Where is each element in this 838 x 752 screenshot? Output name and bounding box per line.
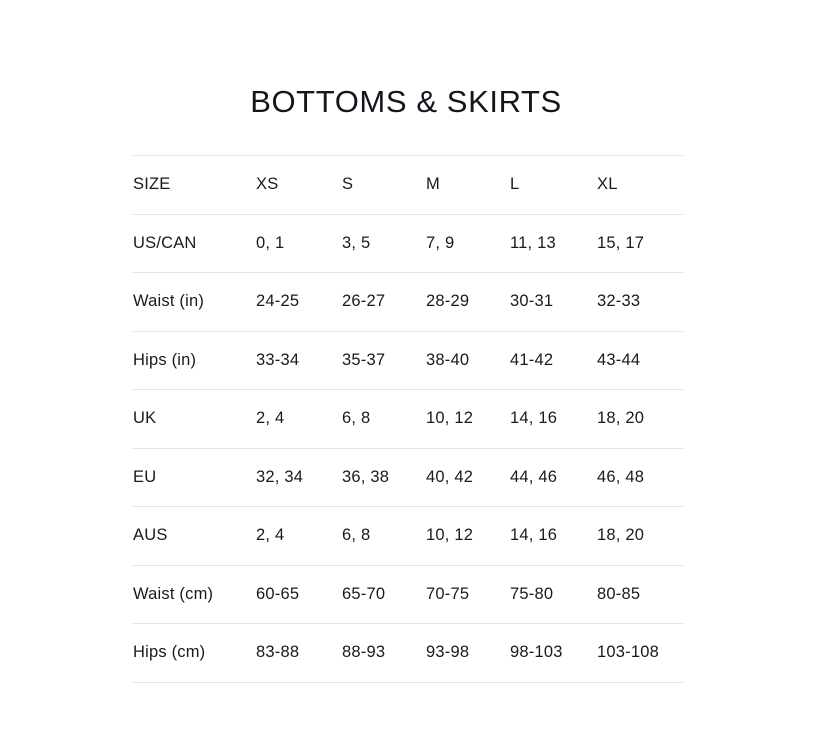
cell-m: 38-40 xyxy=(426,350,470,369)
cell-m: 40, 42 xyxy=(426,467,474,486)
table-row: AUS 2, 4 6, 8 10, 12 14, 16 18, 20 xyxy=(133,506,683,566)
row-label: EU xyxy=(133,467,157,486)
cell-xs: 33-34 xyxy=(256,350,300,369)
column-header-xs: XS xyxy=(256,175,279,194)
cell-l: 98-103 xyxy=(510,643,563,662)
cell-l: 14, 16 xyxy=(510,409,558,428)
cell-xs: 83-88 xyxy=(256,643,300,662)
cell-m: 70-75 xyxy=(426,584,470,603)
table-row: Waist (cm) 60-65 65-70 70-75 75-80 80-85 xyxy=(133,565,683,624)
cell-xl: 18, 20 xyxy=(597,526,645,545)
cell-l: 30-31 xyxy=(510,292,554,311)
table-row: EU 32, 34 36, 38 40, 42 44, 46 46, 48 xyxy=(133,448,683,507)
cell-xs: 2, 4 xyxy=(256,526,285,545)
cell-l: 75-80 xyxy=(510,584,554,603)
cell-s: 6, 8 xyxy=(342,526,371,545)
table-body: US/CAN 0, 1 3, 5 7, 9 11, 13 15, 17 Wais… xyxy=(133,214,683,682)
cell-xl: 46, 48 xyxy=(597,467,645,486)
table-header: SIZE XS S M L XL xyxy=(133,155,683,215)
cell-m: 10, 12 xyxy=(426,409,474,428)
cell-m: 28-29 xyxy=(426,292,470,311)
cell-xl: 15, 17 xyxy=(597,233,645,252)
table-row: US/CAN 0, 1 3, 5 7, 9 11, 13 15, 17 xyxy=(133,214,683,273)
cell-xs: 32, 34 xyxy=(256,467,304,486)
cell-l: 44, 46 xyxy=(510,467,558,486)
cell-xl: 43-44 xyxy=(597,350,641,369)
cell-l: 11, 13 xyxy=(510,233,556,252)
cell-xl: 18, 20 xyxy=(597,409,645,428)
table-row: Waist (in) 24-25 26-27 28-29 30-31 32-33 xyxy=(133,272,683,332)
row-label: Hips (cm) xyxy=(133,643,206,662)
cell-xs: 2, 4 xyxy=(256,409,285,428)
cell-s: 35-37 xyxy=(342,350,386,369)
cell-s: 6, 8 xyxy=(342,409,371,428)
table-row: Hips (in) 33-34 35-37 38-40 41-42 43-44 xyxy=(133,331,683,390)
row-label: AUS xyxy=(133,526,168,545)
row-label: Hips (in) xyxy=(133,350,197,369)
column-header-m: M xyxy=(426,175,440,194)
cell-l: 41-42 xyxy=(510,350,554,369)
cell-m: 7, 9 xyxy=(426,233,455,252)
size-chart-table-container: SIZE XS S M L XL US/CAN 0, 1 3, 5 7, 9 1… xyxy=(133,155,683,683)
column-header-xl: XL xyxy=(597,175,618,194)
row-label: US/CAN xyxy=(133,233,197,252)
cell-s: 36, 38 xyxy=(342,467,390,486)
cell-xs: 0, 1 xyxy=(256,233,285,252)
column-header-size: SIZE xyxy=(133,175,171,194)
column-header-l: L xyxy=(510,175,520,194)
cell-xs: 24-25 xyxy=(256,292,300,311)
cell-s: 26-27 xyxy=(342,292,386,311)
row-label: Waist (cm) xyxy=(133,584,214,603)
cell-xl: 80-85 xyxy=(597,584,641,603)
cell-xl: 103-108 xyxy=(597,643,659,662)
table-header-row: SIZE XS S M L XL xyxy=(133,155,683,215)
cell-xs: 60-65 xyxy=(256,584,300,603)
size-chart-table: SIZE XS S M L XL US/CAN 0, 1 3, 5 7, 9 1… xyxy=(133,155,683,683)
column-header-s: S xyxy=(342,175,354,194)
row-label: UK xyxy=(133,409,157,428)
table-row: UK 2, 4 6, 8 10, 12 14, 16 18, 20 xyxy=(133,389,683,449)
cell-s: 88-93 xyxy=(342,643,386,662)
cell-xl: 32-33 xyxy=(597,292,641,311)
table-row: Hips (cm) 83-88 88-93 93-98 98-103 103-1… xyxy=(133,623,683,682)
cell-m: 93-98 xyxy=(426,643,470,662)
cell-s: 3, 5 xyxy=(342,233,371,252)
page-title: BOTTOMS & SKIRTS xyxy=(250,83,562,119)
cell-m: 10, 12 xyxy=(426,526,474,545)
row-label: Waist (in) xyxy=(133,292,205,311)
cell-l: 14, 16 xyxy=(510,526,558,545)
cell-s: 65-70 xyxy=(342,584,386,603)
